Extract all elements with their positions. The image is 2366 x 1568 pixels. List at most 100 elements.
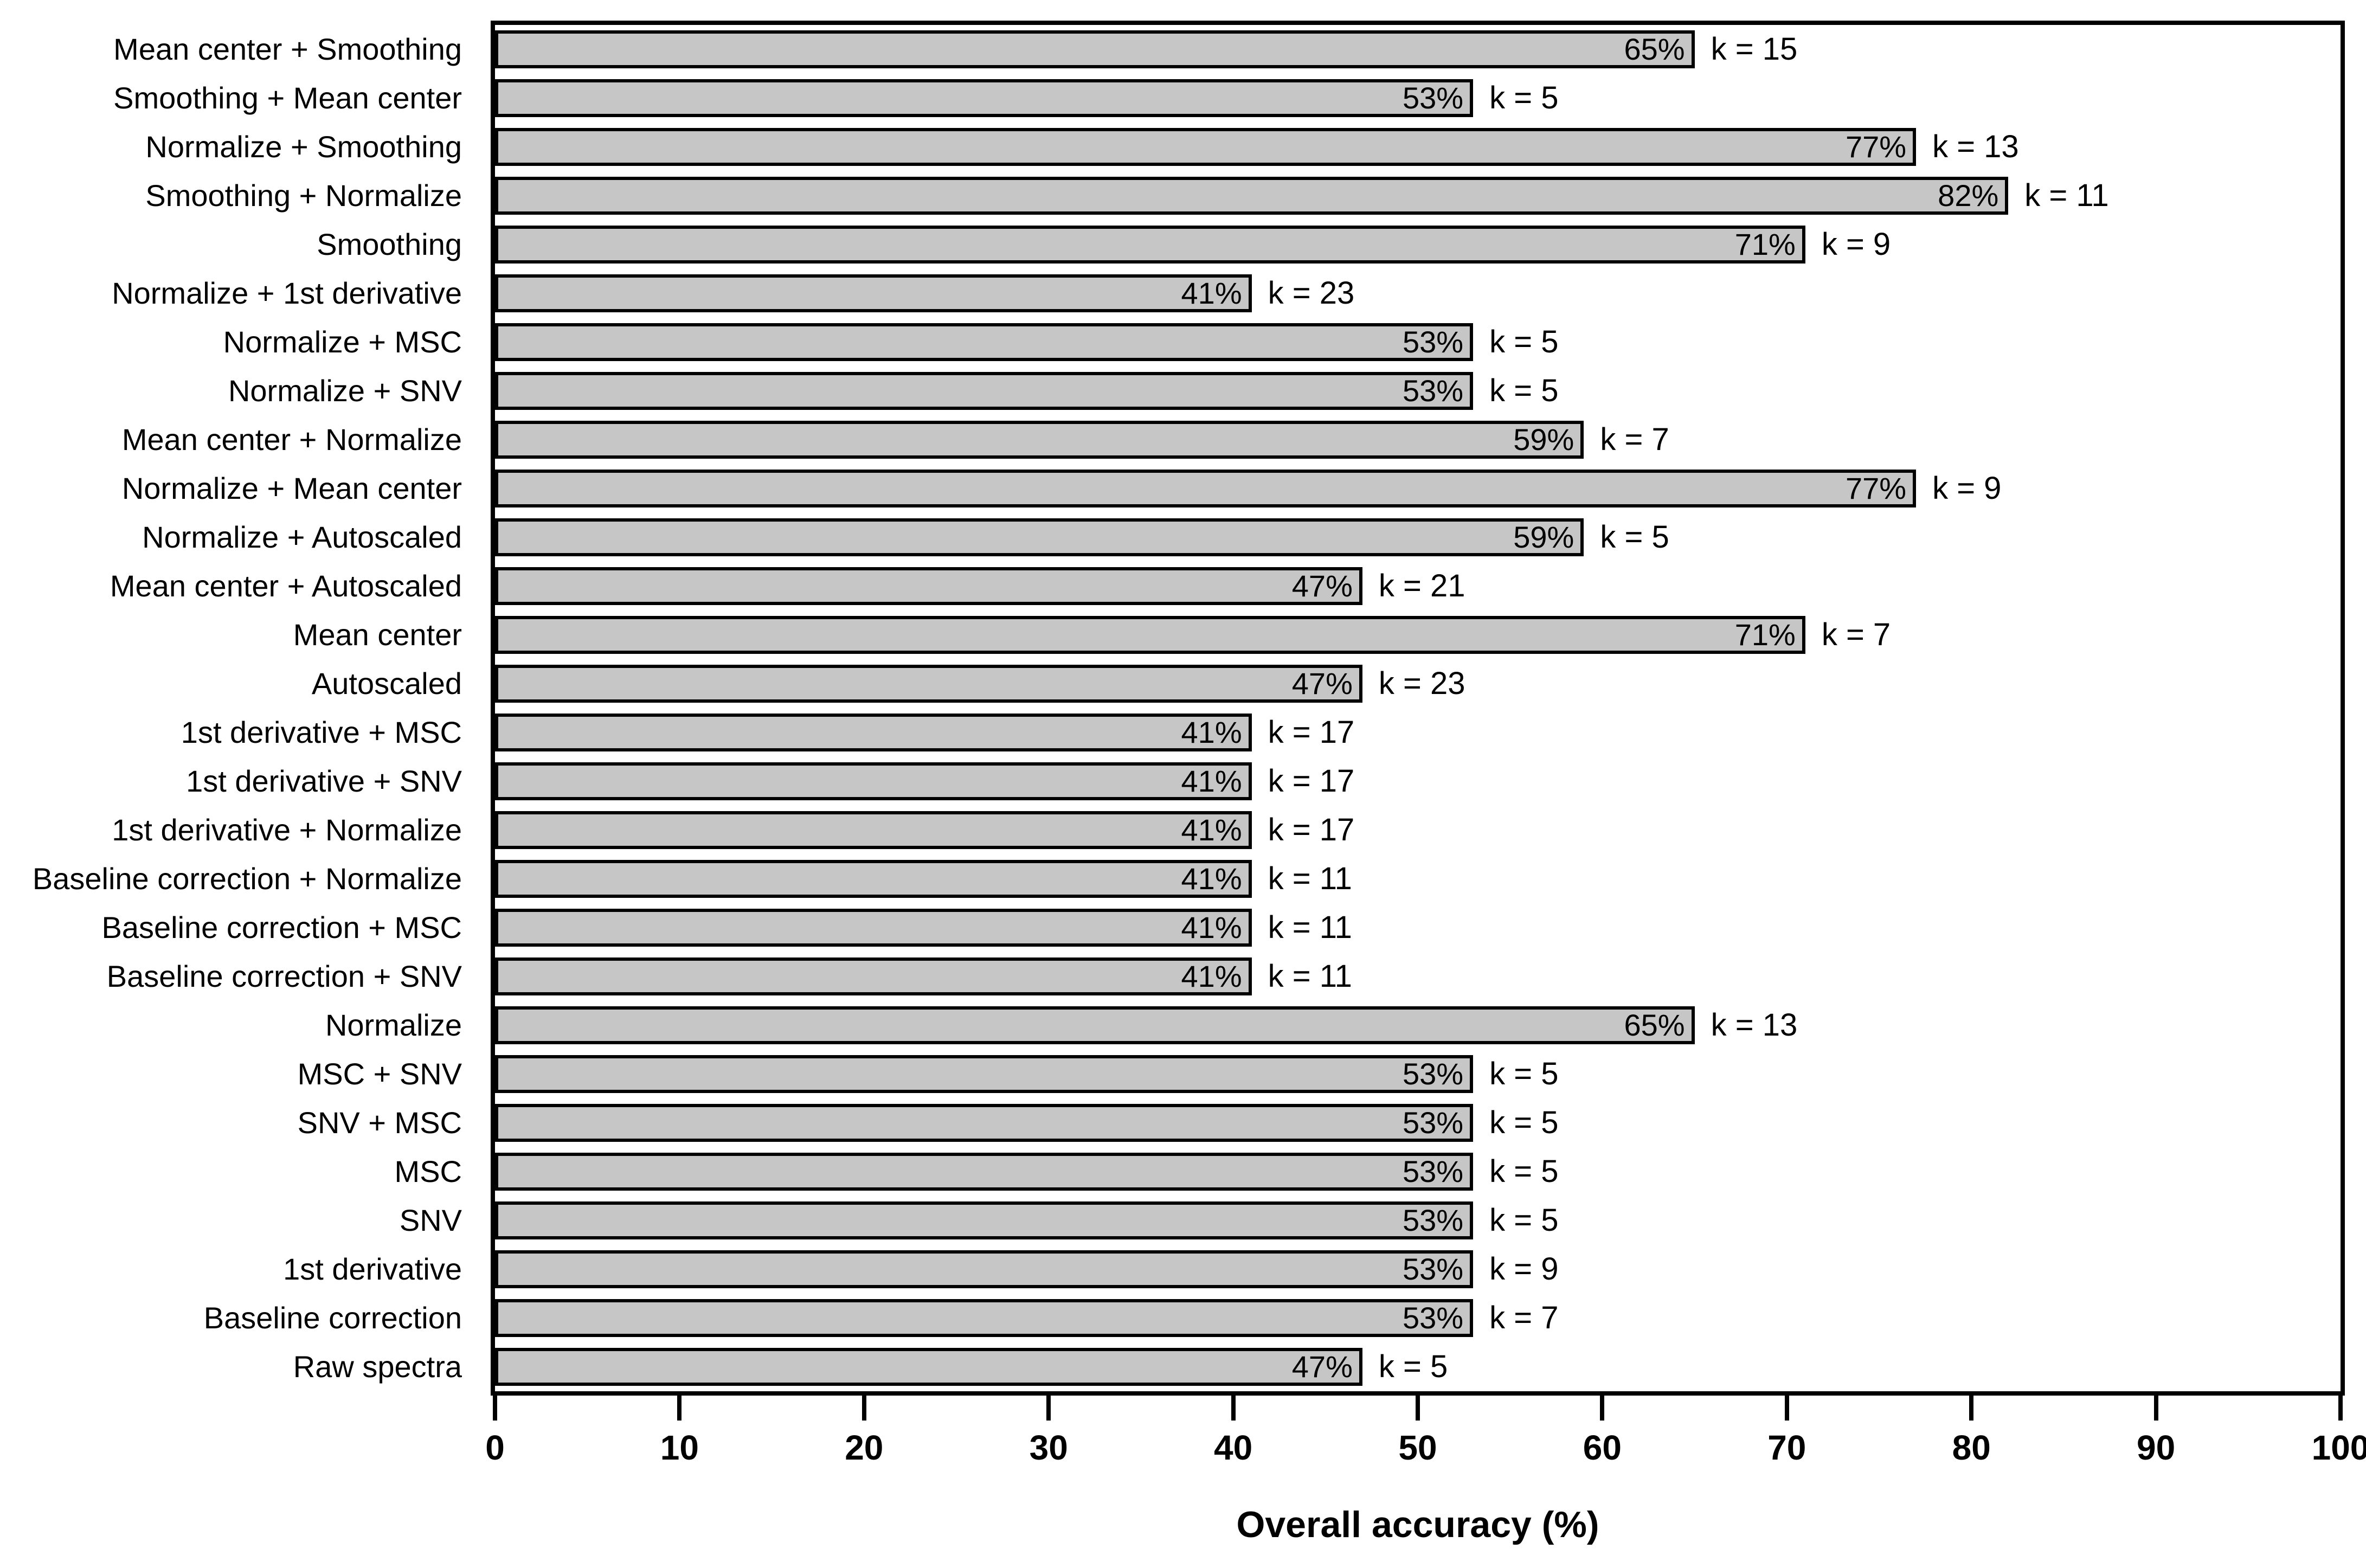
- bar-k-annotation: k = 15: [1711, 31, 1798, 67]
- bar-k-annotation: k = 17: [1268, 812, 1355, 847]
- bar-value-label: 71%: [1734, 227, 1796, 261]
- x-tick-mark: [861, 1396, 866, 1421]
- bar-row: 47% k = 21: [495, 562, 2341, 611]
- bar-row: 53% k = 5: [495, 1050, 2341, 1098]
- category-label: Baseline correction + Normalize: [32, 862, 462, 896]
- x-tick-label: 60: [1583, 1428, 1622, 1467]
- category-label: Autoscaled: [311, 666, 462, 701]
- bar-value-label: 77%: [1845, 130, 1907, 164]
- category-label: 1st derivative + SNV: [186, 764, 462, 798]
- bar: 53%: [495, 1104, 1474, 1142]
- bar-k-annotation: k = 7: [1489, 1300, 1559, 1335]
- bar: 47%: [495, 567, 1362, 605]
- y-axis-category-labels: Mean center + Smoothing Smoothing + Mean …: [0, 25, 462, 1391]
- category-label: Smoothing + Normalize: [145, 178, 462, 213]
- bar-row: 47% k = 23: [495, 659, 2341, 708]
- x-tick-mark: [2338, 1396, 2343, 1421]
- bar: 41%: [495, 909, 1252, 947]
- bar: 53%: [495, 79, 1474, 117]
- bar-k-annotation: k = 5: [1489, 1056, 1559, 1091]
- bar-row: 47% k = 5: [495, 1342, 2341, 1391]
- x-tick-label: 50: [1398, 1428, 1437, 1467]
- x-tick-mark: [1784, 1396, 1789, 1421]
- bar-k-annotation: k = 21: [1378, 568, 1465, 603]
- bar: 53%: [495, 1055, 1474, 1093]
- x-tick-label: 10: [660, 1428, 699, 1467]
- bar-value-label: 41%: [1181, 910, 1242, 944]
- category-label: Mean center + Autoscaled: [110, 569, 462, 603]
- category-label: Normalize + Smoothing: [145, 130, 462, 164]
- bar: 53%: [495, 323, 1474, 361]
- bar-value-label: 59%: [1513, 422, 1574, 457]
- bar-row: 59% k = 5: [495, 513, 2341, 562]
- bar-k-annotation: k = 9: [1489, 1251, 1559, 1287]
- bar-value-label: 41%: [1181, 813, 1242, 847]
- bar-k-annotation: k = 5: [1489, 373, 1559, 408]
- bar-row: 53% k = 5: [495, 1098, 2341, 1147]
- bar-row: 41% k = 23: [495, 269, 2341, 318]
- x-axis: 0 10 20 30 40 50 60 70 80 90 100: [485, 1396, 2366, 1537]
- bar: 65%: [495, 30, 1695, 68]
- bar-value-label: 82%: [1938, 178, 1999, 213]
- bar-k-annotation: k = 17: [1268, 715, 1355, 750]
- bar-row: 82% k = 11: [495, 171, 2341, 220]
- x-tick-label: 90: [2137, 1428, 2176, 1467]
- x-tick-label: 0: [485, 1428, 505, 1467]
- bar-row: 41% k = 17: [495, 708, 2341, 757]
- bar-row: 77% k = 9: [495, 464, 2341, 513]
- category-label: Mean center: [293, 618, 462, 652]
- bar: 59%: [495, 421, 1584, 459]
- x-tick-mark: [677, 1396, 682, 1421]
- bar-rows: 65% k = 15 53% k = 5 77% k = 13 82% k = 11 71% k …: [495, 25, 2341, 1391]
- bar-k-annotation: k = 17: [1268, 763, 1355, 799]
- bar: 77%: [495, 128, 1917, 166]
- bar-k-annotation: k = 5: [1489, 324, 1559, 359]
- x-tick-label: 100: [2311, 1428, 2366, 1467]
- x-tick-label: 70: [1767, 1428, 1806, 1467]
- x-tick-label: 30: [1029, 1428, 1068, 1467]
- bar-value-label: 53%: [1403, 1106, 1464, 1140]
- category-label: Mean center + Smoothing: [113, 32, 462, 66]
- category-label: Normalize + Autoscaled: [142, 520, 462, 554]
- bar-value-label: 41%: [1181, 715, 1242, 749]
- category-label: MSC + SNV: [297, 1057, 462, 1091]
- bar-row: 53% k = 5: [495, 318, 2341, 367]
- category-label: 1st derivative + MSC: [181, 715, 462, 749]
- bar: 53%: [495, 372, 1474, 410]
- bar-k-annotation: k = 9: [1821, 227, 1891, 262]
- bar-value-label: 59%: [1513, 520, 1574, 554]
- bar: 41%: [495, 860, 1252, 898]
- bar-row: 53% k = 5: [495, 1147, 2341, 1196]
- bar: 41%: [495, 714, 1252, 751]
- bar-k-annotation: k = 5: [1489, 1154, 1559, 1189]
- x-tick-label: 20: [845, 1428, 884, 1467]
- bar: 65%: [495, 1006, 1695, 1044]
- category-label: 1st derivative + Normalize: [112, 813, 462, 847]
- bar-value-label: 77%: [1845, 471, 1907, 505]
- category-label: Normalize + Mean center: [121, 471, 462, 505]
- category-label: Smoothing: [317, 227, 462, 261]
- bar-row: 53% k = 9: [495, 1245, 2341, 1294]
- category-label: Normalize: [325, 1008, 462, 1042]
- bar-value-label: 53%: [1403, 325, 1464, 359]
- bar-row: 41% k = 11: [495, 952, 2341, 1001]
- category-label: Normalize + MSC: [223, 325, 462, 359]
- bar: 53%: [495, 1153, 1474, 1191]
- bar-k-annotation: k = 23: [1268, 275, 1355, 311]
- bar-value-label: 47%: [1291, 569, 1353, 603]
- bar: 41%: [495, 957, 1252, 995]
- bar-row: 77% k = 13: [495, 123, 2341, 171]
- category-label: MSC: [394, 1154, 462, 1188]
- bar-value-label: 41%: [1181, 764, 1242, 798]
- bar-k-annotation: k = 7: [1600, 422, 1669, 457]
- category-label: Baseline correction + SNV: [106, 959, 462, 993]
- x-tick-label: 80: [1952, 1428, 1991, 1467]
- x-tick-mark: [1231, 1396, 1236, 1421]
- x-tick-mark: [493, 1396, 497, 1421]
- bar-row: 71% k = 9: [495, 220, 2341, 269]
- category-label: SNV: [399, 1203, 462, 1237]
- bar-value-label: 53%: [1403, 1252, 1464, 1286]
- bar-value-label: 47%: [1291, 666, 1353, 701]
- bar: 41%: [495, 811, 1252, 849]
